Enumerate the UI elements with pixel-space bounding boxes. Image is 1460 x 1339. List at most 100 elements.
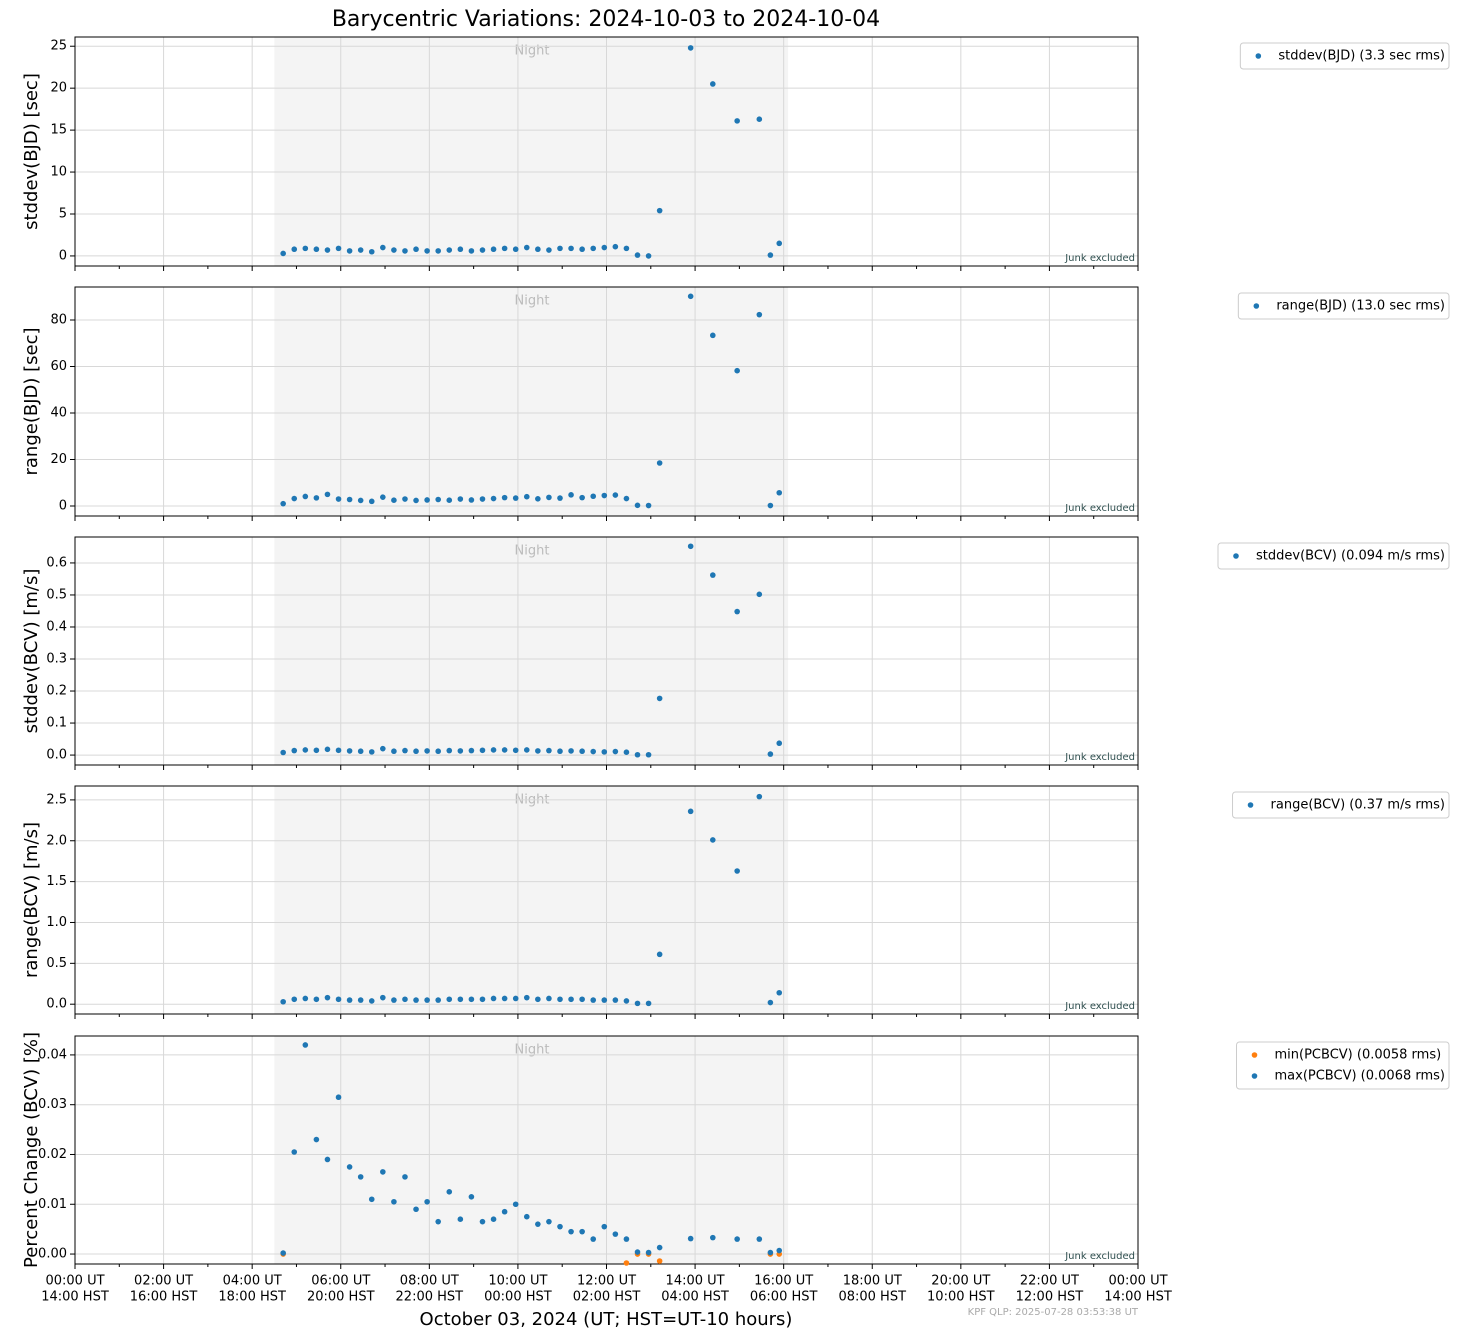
point xyxy=(346,248,353,254)
point xyxy=(634,1000,641,1007)
point xyxy=(380,745,386,752)
point xyxy=(579,246,585,253)
point xyxy=(512,747,519,754)
point xyxy=(435,1218,441,1225)
point xyxy=(557,996,563,1003)
point xyxy=(734,118,740,124)
point xyxy=(568,996,574,1003)
point xyxy=(302,245,309,252)
point xyxy=(710,1234,716,1241)
point xyxy=(601,244,608,251)
point xyxy=(368,248,375,255)
point xyxy=(313,747,320,754)
legend-marker xyxy=(1253,303,1260,309)
point xyxy=(391,1198,397,1205)
note: Junk excluded xyxy=(1064,253,1135,264)
point xyxy=(535,495,541,502)
point xyxy=(402,496,408,502)
point xyxy=(623,998,630,1004)
point xyxy=(535,246,541,253)
note: Junk excluded xyxy=(1064,752,1135,763)
point xyxy=(468,1193,475,1200)
x-axis-label: October 03, 2024 (UT; HST=UT-10 hours) xyxy=(420,1309,793,1330)
point xyxy=(579,748,585,755)
point xyxy=(479,1218,486,1225)
point xyxy=(734,608,740,615)
x-tick-label: 14:00 UT xyxy=(666,1274,725,1289)
point xyxy=(357,497,364,504)
point xyxy=(402,747,408,754)
y-tick-label: 20 xyxy=(50,81,67,96)
x-tick-label: 02:00 UT xyxy=(134,1274,193,1289)
point xyxy=(380,994,386,1001)
point xyxy=(457,996,464,1003)
y-tick-label: 20 xyxy=(50,452,67,467)
point xyxy=(579,996,585,1003)
point xyxy=(291,996,298,1003)
point xyxy=(457,246,464,253)
point xyxy=(501,245,508,252)
point xyxy=(734,1236,740,1242)
point xyxy=(335,747,342,754)
point xyxy=(568,492,574,498)
point xyxy=(612,1231,619,1237)
point xyxy=(490,246,497,253)
y-axis-label: range(BCV) [m/s] xyxy=(21,822,42,978)
plot-frame xyxy=(74,286,1139,517)
point xyxy=(402,996,408,1003)
point xyxy=(687,293,694,300)
point xyxy=(512,495,519,501)
point xyxy=(590,1236,597,1242)
x-tick-label-hst: 20:00 HST xyxy=(307,1290,375,1305)
x-tick-label: 10:00 UT xyxy=(488,1274,547,1289)
point xyxy=(623,749,630,755)
point xyxy=(368,749,375,755)
point xyxy=(501,995,508,1002)
point xyxy=(645,1000,652,1007)
x-tick-label: 08:00 UT xyxy=(400,1274,459,1289)
point xyxy=(302,747,309,753)
point xyxy=(302,493,309,500)
x-tick-label: 22:00 UT xyxy=(1020,1274,1079,1289)
point xyxy=(435,496,441,503)
point xyxy=(313,495,320,501)
point xyxy=(413,748,419,755)
night-label: Night xyxy=(515,294,550,309)
y-tick-label: 0.04 xyxy=(38,1047,67,1062)
point xyxy=(612,243,619,250)
point xyxy=(568,1228,574,1235)
point xyxy=(324,1156,331,1163)
point xyxy=(756,591,763,598)
point xyxy=(776,1247,783,1254)
point xyxy=(767,502,774,509)
point xyxy=(523,1213,530,1220)
point xyxy=(402,248,408,254)
x-tick-label: 18:00 UT xyxy=(843,1274,902,1289)
point xyxy=(710,837,716,843)
x-tick-label-hst: 10:00 HST xyxy=(927,1290,995,1305)
point xyxy=(656,951,663,958)
point xyxy=(424,748,430,754)
y-tick-label: 1.0 xyxy=(46,915,67,930)
point xyxy=(380,244,386,251)
night-label: Night xyxy=(515,44,550,59)
point xyxy=(291,1149,298,1155)
point xyxy=(335,496,342,502)
point xyxy=(357,997,364,1003)
y-tick-label: 0.0 xyxy=(46,748,67,763)
point xyxy=(424,997,430,1003)
point xyxy=(357,748,364,755)
point xyxy=(313,246,320,253)
legend: range(BJD) (13.0 sec rms) xyxy=(1237,292,1450,320)
point xyxy=(612,997,619,1003)
y-tick-label: 1.5 xyxy=(46,874,67,889)
point xyxy=(687,808,694,815)
point xyxy=(335,996,342,1003)
point xyxy=(523,493,530,500)
plot-frame xyxy=(74,785,1139,1015)
point xyxy=(291,747,298,754)
point xyxy=(623,1260,630,1266)
point xyxy=(546,494,552,501)
point xyxy=(391,497,397,503)
legend-marker xyxy=(1251,1073,1258,1079)
